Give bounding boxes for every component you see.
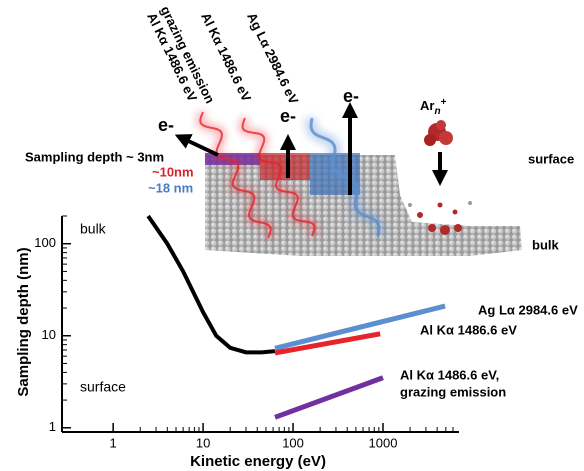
beam [199, 111, 272, 239]
beam-label: Ag Lα 2984.6 eV [244, 10, 301, 107]
x-tick-label: 10 [196, 435, 210, 450]
series-line [274, 375, 384, 420]
x-axis-label: Kinetic energy (eV) [190, 453, 326, 470]
ion-sup: + [441, 97, 447, 108]
x-tick-label: 1000 [369, 435, 398, 450]
depth-blue-label: ~18 nm [148, 180, 193, 195]
y-axis-label: Sampling depth (nm) [15, 247, 32, 396]
x-tick-label: 1 [110, 435, 117, 450]
annotation: surface [80, 379, 126, 395]
surface-label: surface [528, 151, 574, 166]
ar-cluster [424, 120, 453, 146]
series-label: Al Kα 1486.6 eV [420, 322, 517, 337]
series-label: grazing emission [400, 384, 506, 399]
y-tick-label: 10 [42, 327, 56, 342]
sampling-depth-label: Sampling depth ~ 3nm [25, 149, 164, 164]
y-tick-label: 1 [49, 419, 56, 434]
illustration: e- e- e- Arn+ Sampling depth ~ 3nm ~10nm… [25, 4, 574, 256]
x-tick-label: 100 [282, 435, 304, 450]
ion-label: Arn+ [420, 97, 447, 117]
ion-base: Ar [420, 98, 434, 113]
electron-label: e- [280, 106, 296, 126]
y-tick-label: 100 [34, 235, 56, 250]
beam [241, 117, 316, 237]
sputter-debris [408, 201, 472, 235]
series-line [146, 214, 276, 355]
electron-label: e- [158, 115, 174, 135]
depth-10nm [260, 153, 310, 180]
electron-label: e- [343, 86, 359, 106]
series-label: Ag Lα 2984.6 eV [478, 302, 578, 317]
series-line [274, 303, 446, 351]
bulk-label: bulk [532, 237, 559, 252]
depth-red-label: ~10nm [152, 164, 194, 179]
ion-sub: n [434, 106, 440, 117]
x-ray-beams [196, 110, 385, 240]
series-label: Al Kα 1486.6 eV, [400, 367, 499, 382]
series-line [274, 331, 381, 356]
annotation: bulk [80, 221, 107, 237]
electron-arrow [174, 134, 219, 157]
chart: 1 10 100 1000 1 10 100 Kinetic energy (eV) Sampl… [15, 214, 578, 470]
beam [309, 117, 381, 237]
